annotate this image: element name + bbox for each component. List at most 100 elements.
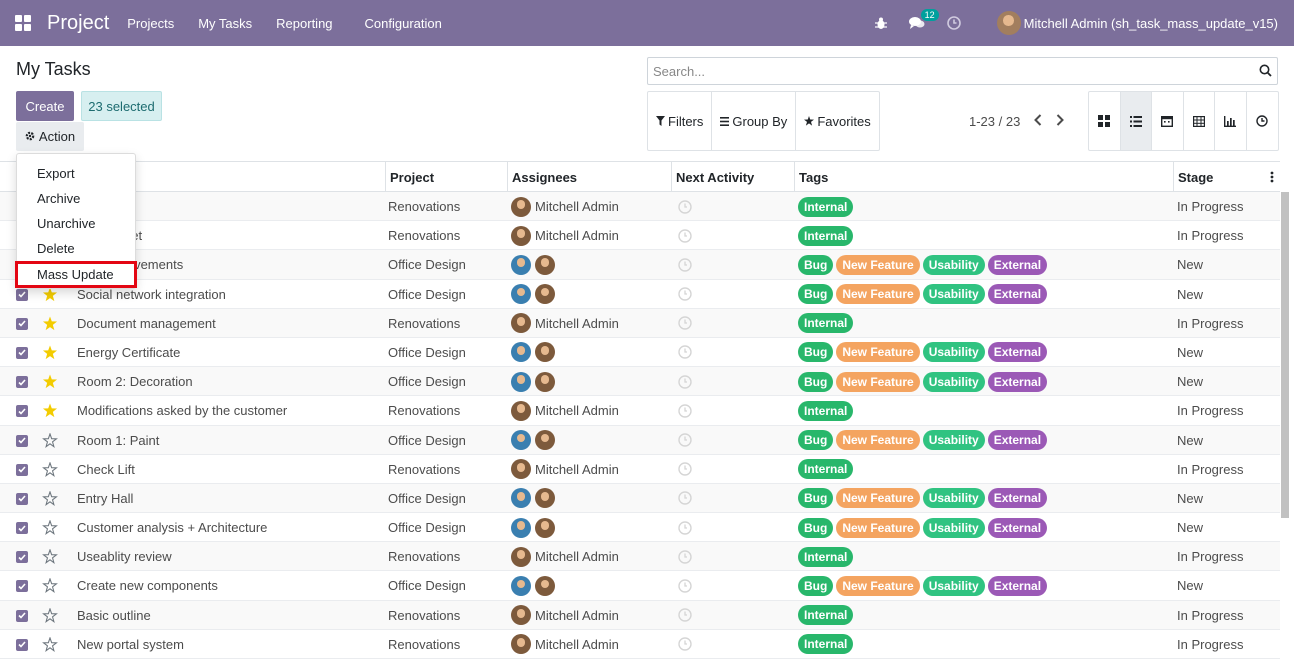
menu-configuration[interactable]: Configuration bbox=[364, 15, 442, 31]
activity-clock-icon[interactable] bbox=[678, 630, 692, 659]
table-row[interactable]: Create new components Office Design Bug New… bbox=[0, 571, 1280, 601]
menu-my-tasks[interactable]: My Tasks bbox=[198, 15, 253, 31]
row-checkbox[interactable] bbox=[16, 434, 28, 447]
pivot-view-icon[interactable] bbox=[1184, 92, 1215, 150]
calendar-view-icon[interactable] bbox=[1152, 92, 1184, 150]
table-row[interactable]: Energy Certificate Office Design Bug New Fe… bbox=[0, 338, 1280, 368]
chevron-right-icon[interactable] bbox=[1056, 114, 1065, 129]
graph-view-icon[interactable] bbox=[1215, 92, 1247, 150]
star-filled-icon[interactable] bbox=[42, 309, 58, 338]
task-tags: Internal bbox=[798, 630, 854, 659]
star-empty-icon[interactable] bbox=[42, 630, 58, 659]
column-assignees[interactable]: Assignees bbox=[507, 162, 671, 193]
kanban-view-icon[interactable] bbox=[1089, 92, 1121, 150]
star-empty-icon[interactable] bbox=[42, 571, 58, 600]
row-checkbox[interactable] bbox=[16, 346, 28, 359]
search-icon[interactable] bbox=[1259, 64, 1272, 80]
star-empty-icon[interactable] bbox=[42, 455, 58, 484]
menu-item-mass-update[interactable]: Mass Update bbox=[15, 261, 137, 288]
activity-clock-icon[interactable] bbox=[678, 455, 692, 484]
row-checkbox[interactable] bbox=[16, 288, 28, 301]
favorites-button[interactable]: Favorites bbox=[796, 92, 878, 150]
row-checkbox[interactable] bbox=[16, 638, 28, 651]
table-row[interactable]: Customer analysis + Architecture Office D… bbox=[0, 513, 1280, 543]
table-row[interactable]: Document management Renovations Mitchell A… bbox=[0, 308, 1280, 338]
menu-item-unarchive[interactable]: Unarchive bbox=[37, 216, 96, 231]
user-name[interactable]: Mitchell Admin (sh_task_mass_update_v15) bbox=[1023, 15, 1278, 31]
row-checkbox[interactable] bbox=[16, 609, 28, 622]
activity-clock-icon[interactable] bbox=[678, 250, 692, 279]
activity-clock-icon[interactable] bbox=[678, 484, 692, 513]
create-button[interactable]: Create bbox=[16, 91, 74, 121]
star-empty-icon[interactable] bbox=[42, 601, 58, 630]
star-filled-icon[interactable] bbox=[42, 280, 58, 309]
column-project[interactable]: Project bbox=[385, 162, 507, 193]
row-checkbox[interactable] bbox=[16, 580, 28, 593]
filters-button[interactable]: Filters bbox=[648, 92, 713, 150]
star-empty-icon[interactable] bbox=[42, 426, 58, 455]
apps-menu-icon[interactable] bbox=[0, 0, 46, 46]
scrollbar[interactable] bbox=[1281, 192, 1289, 518]
activity-clock-icon[interactable] bbox=[678, 192, 692, 221]
row-checkbox[interactable] bbox=[16, 492, 28, 505]
activity-clock-icon[interactable] bbox=[678, 601, 692, 630]
table-row[interactable]: Social network integration Office Design B… bbox=[0, 280, 1280, 309]
column-next-activity[interactable]: Next Activity bbox=[671, 162, 794, 193]
star-empty-icon[interactable] bbox=[42, 513, 58, 542]
star-filled-icon[interactable] bbox=[42, 396, 58, 425]
star-empty-icon[interactable] bbox=[42, 484, 58, 513]
row-checkbox[interactable] bbox=[16, 463, 28, 476]
list-view-icon[interactable] bbox=[1120, 92, 1152, 150]
row-checkbox[interactable] bbox=[16, 405, 28, 418]
table-row[interactable]: and budgetRenovationsMitchell AdminInter… bbox=[0, 221, 1280, 251]
star-filled-icon[interactable] bbox=[42, 338, 58, 367]
activity-clock-icon[interactable] bbox=[678, 280, 692, 309]
menu-item-archive[interactable]: Archive bbox=[37, 191, 81, 206]
activity-clock-icon[interactable] bbox=[678, 221, 692, 250]
group-by-button[interactable]: Group By bbox=[712, 92, 797, 150]
task-tags: Bug New Feature Usability External bbox=[798, 280, 1048, 309]
pager-value[interactable]: 1-23 / 23 bbox=[969, 114, 1021, 129]
column-stage[interactable]: Stage bbox=[1173, 162, 1280, 193]
table-row[interactable]: Entry Hall Office Design Bug New Feature Usa… bbox=[0, 483, 1280, 514]
activity-clock-icon[interactable] bbox=[678, 396, 692, 425]
activity-clock-icon[interactable] bbox=[678, 338, 692, 367]
activity-clock-icon[interactable] bbox=[678, 367, 692, 396]
search-input[interactable]: Search... bbox=[647, 57, 1278, 85]
activity-view-icon[interactable] bbox=[1247, 92, 1279, 150]
row-checkbox[interactable] bbox=[16, 551, 28, 564]
menu-item-export[interactable]: Export bbox=[37, 166, 75, 181]
activity-clock-icon[interactable] bbox=[946, 16, 961, 30]
column-tags[interactable]: Tags bbox=[794, 162, 1173, 193]
table-row[interactable]: Useablity review Renovations Mitchell Admi… bbox=[0, 542, 1280, 572]
table-row[interactable]: Renovations Mitchell Admin Internal In Prog… bbox=[0, 192, 1280, 222]
table-row[interactable]: Basic outline Renovations Mitchell Admin In… bbox=[0, 600, 1280, 630]
table-row[interactable]: New portal system Renovations Mitchell Adm… bbox=[0, 630, 1280, 659]
action-button[interactable]: Action bbox=[16, 122, 84, 151]
app-brand[interactable]: Project bbox=[47, 11, 110, 34]
table-row[interactable]: Modifications asked by the customer Renov… bbox=[0, 396, 1280, 426]
star-filled-icon[interactable] bbox=[42, 367, 58, 396]
row-checkbox[interactable] bbox=[16, 317, 28, 330]
menu-item-delete[interactable]: Delete bbox=[37, 241, 75, 256]
row-checkbox[interactable] bbox=[16, 522, 28, 535]
column-options-icon[interactable] bbox=[1270, 171, 1274, 186]
table-row[interactable]: Room 2: Decoration Office Design Bug New Fe… bbox=[0, 367, 1280, 397]
menu-reporting[interactable]: Reporting bbox=[276, 15, 333, 31]
activity-clock-icon[interactable] bbox=[678, 542, 692, 571]
user-avatar[interactable] bbox=[996, 11, 1021, 35]
messages-icon[interactable]: 12 bbox=[908, 9, 939, 30]
activity-clock-icon[interactable] bbox=[678, 513, 692, 542]
activity-clock-icon[interactable] bbox=[678, 309, 692, 338]
tag-badge: Internal bbox=[798, 634, 854, 655]
activity-clock-icon[interactable] bbox=[678, 426, 692, 455]
activity-clock-icon[interactable] bbox=[678, 571, 692, 600]
menu-projects[interactable]: Projects bbox=[127, 15, 175, 31]
chevron-left-icon[interactable] bbox=[1034, 114, 1042, 129]
table-row[interactable]: Check Lift Renovations Mitchell Admin Inter… bbox=[0, 455, 1280, 484]
bug-icon[interactable] bbox=[874, 17, 887, 30]
star-empty-icon[interactable] bbox=[42, 542, 58, 571]
row-checkbox[interactable] bbox=[16, 376, 28, 389]
table-row[interactable]: Room 1: Paint Office Design Bug New Feature… bbox=[0, 425, 1280, 455]
